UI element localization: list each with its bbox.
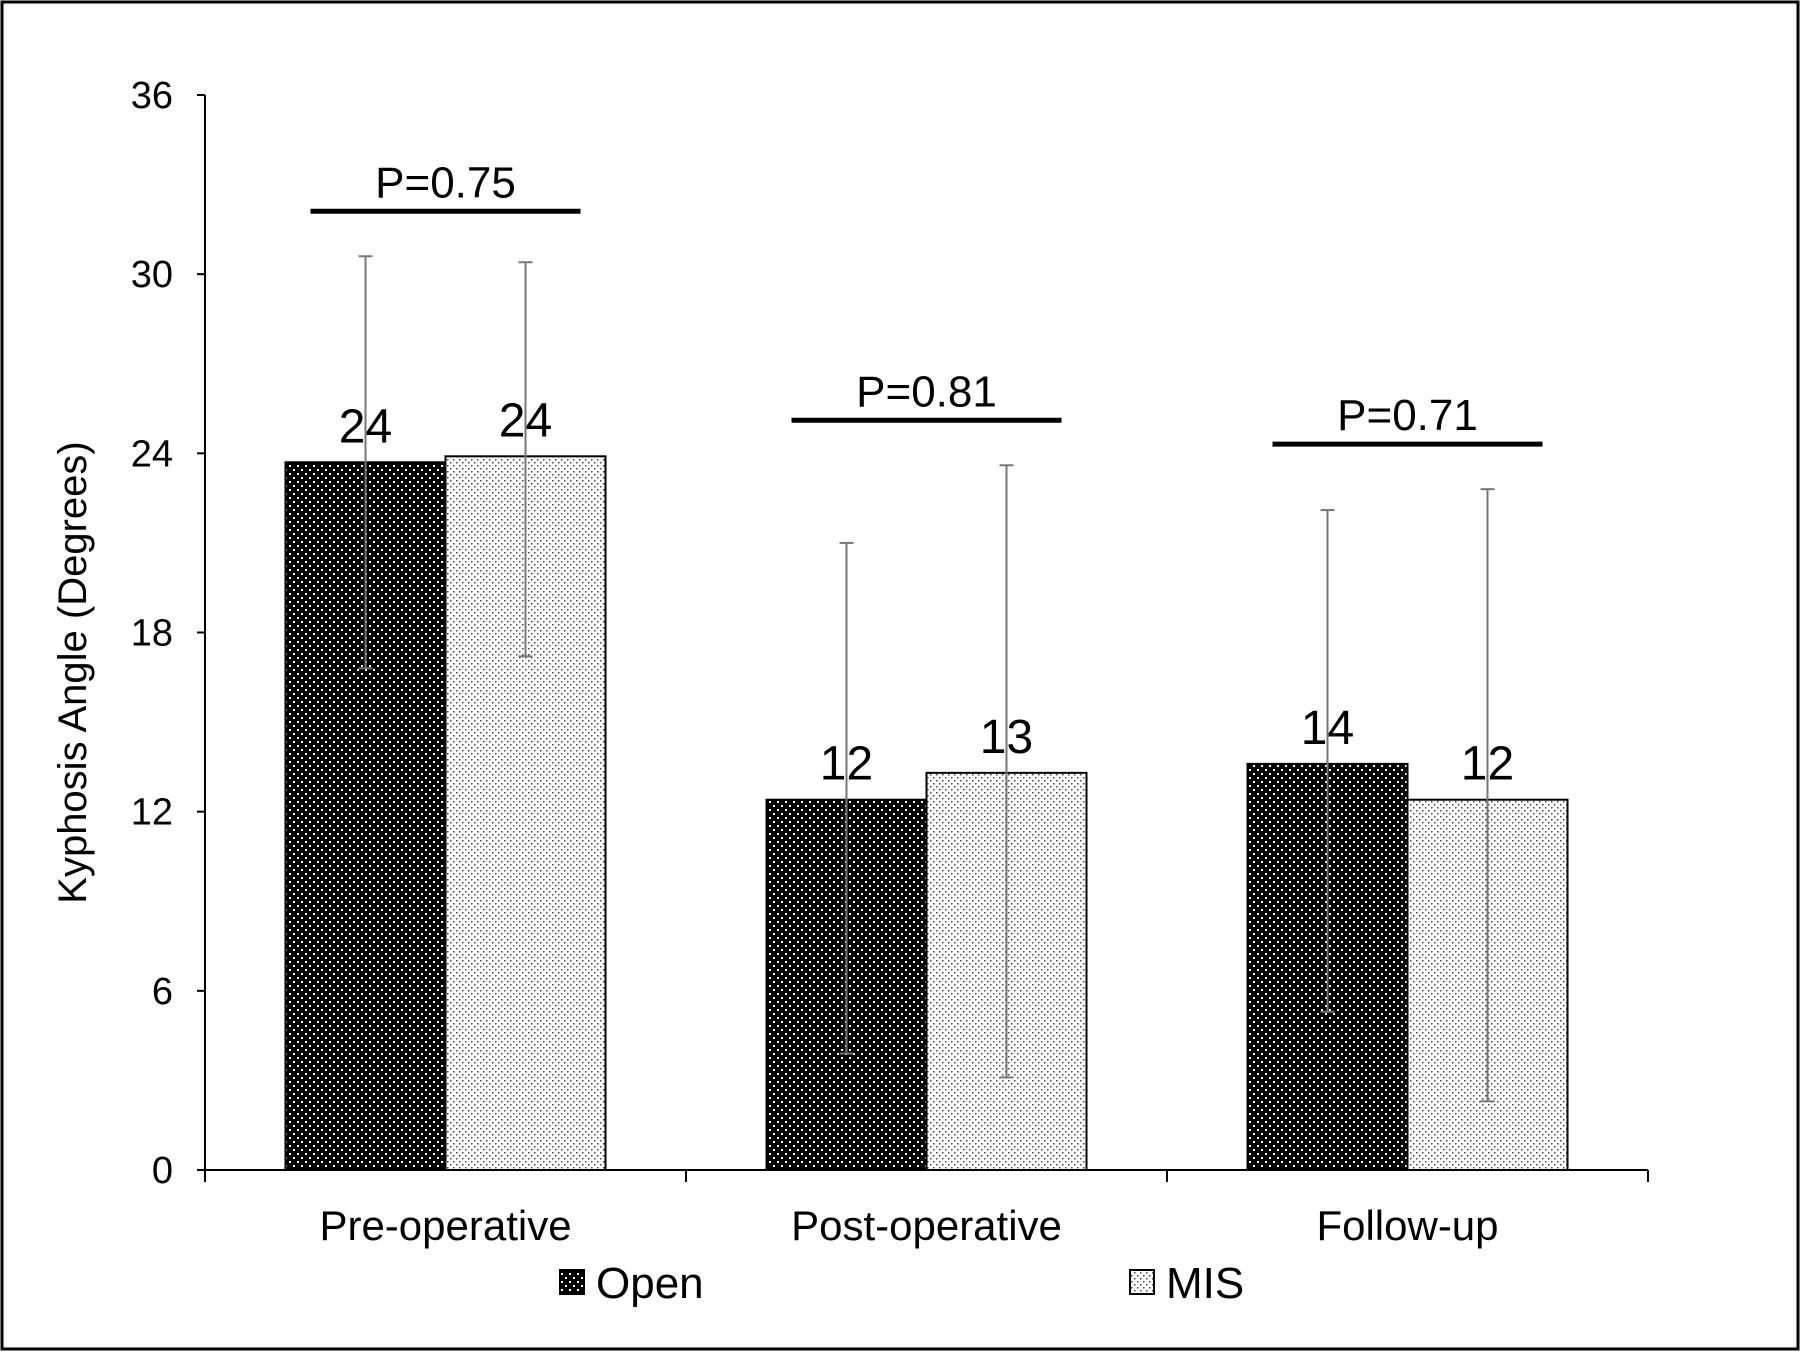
data-label: 14	[1301, 702, 1354, 755]
legend-swatch-open	[559, 1269, 585, 1295]
data-label: 12	[1461, 738, 1514, 791]
y-tick-label: 36	[131, 75, 173, 117]
legend: Open MIS	[559, 1259, 1244, 1308]
p-value-label: P=0.75	[375, 158, 516, 207]
y-tick-label: 0	[152, 1150, 173, 1192]
legend-swatch-mis	[1129, 1269, 1155, 1295]
p-value-label: P=0.71	[1337, 391, 1478, 440]
legend-label-mis: MIS	[1166, 1259, 1244, 1308]
labels: 24 24 12 13 14 12 P=0.75 P=0.81 P=0.71	[310, 158, 1543, 791]
data-label: 24	[499, 394, 552, 447]
y-tick-label: 12	[131, 792, 173, 834]
y-tick-label: 24	[131, 433, 173, 475]
x-tick-label: Follow-up	[1316, 1202, 1498, 1249]
y-tick-label: 6	[152, 971, 173, 1013]
x-tick-label: Post-operative	[791, 1202, 1062, 1249]
x-tick-label: Pre-operative	[319, 1202, 571, 1249]
data-label: 13	[980, 711, 1033, 764]
axes: 0 6 12 18 24 30 36 Kyphosis Angle (Degrees) Pre-…	[51, 75, 1649, 1249]
data-label: 24	[339, 400, 392, 453]
data-label: 12	[820, 738, 873, 791]
p-value-label: P=0.81	[856, 367, 997, 416]
legend-label-open: Open	[596, 1259, 704, 1308]
y-tick-label: 30	[131, 254, 173, 296]
y-axis-label: Kyphosis Angle (Degrees)	[51, 441, 95, 903]
y-tick-label: 18	[131, 613, 173, 655]
bars	[284, 255, 1569, 1172]
